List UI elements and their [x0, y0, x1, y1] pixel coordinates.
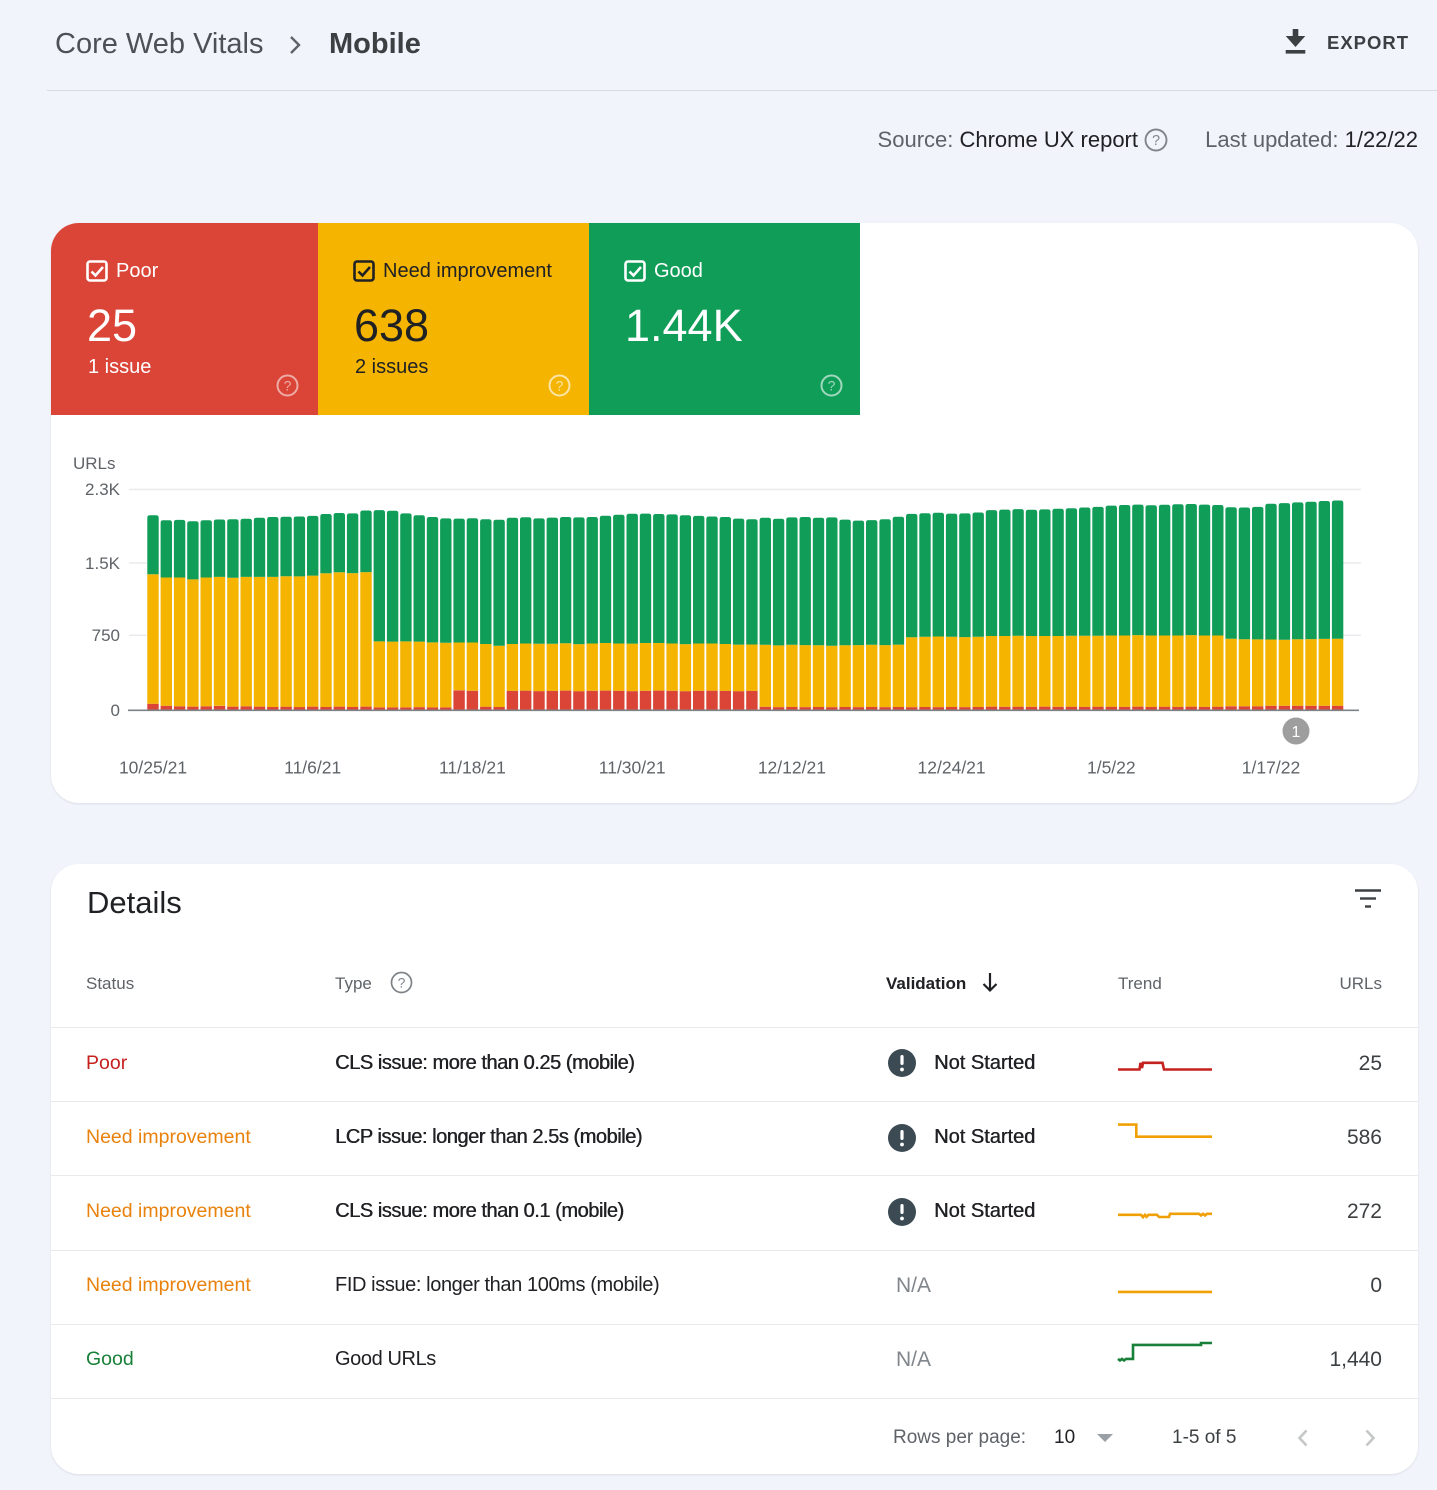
svg-text:12/24/21: 12/24/21	[918, 758, 986, 778]
svg-text:750: 750	[92, 626, 120, 645]
svg-text:12/12/21: 12/12/21	[758, 758, 826, 778]
svg-text:?: ?	[284, 378, 292, 394]
svg-text:1/17/22: 1/17/22	[1242, 758, 1300, 778]
svg-text:?: ?	[828, 378, 836, 394]
svg-text:11/18/21: 11/18/21	[439, 758, 506, 778]
svg-text:1/5/22: 1/5/22	[1087, 758, 1136, 778]
svg-text:?: ?	[556, 378, 564, 394]
svg-text:?: ?	[1152, 133, 1160, 149]
svg-text:2.3K: 2.3K	[85, 480, 121, 499]
svg-text:11/6/21: 11/6/21	[284, 758, 341, 778]
svg-text:11/30/21: 11/30/21	[599, 758, 666, 778]
svg-text:?: ?	[398, 975, 406, 991]
svg-text:1.5K: 1.5K	[85, 554, 121, 573]
svg-text:10/25/21: 10/25/21	[119, 758, 187, 778]
svg-text:0: 0	[111, 701, 120, 720]
svg-text:URLs: URLs	[73, 454, 116, 473]
svg-text:1: 1	[1292, 724, 1301, 741]
